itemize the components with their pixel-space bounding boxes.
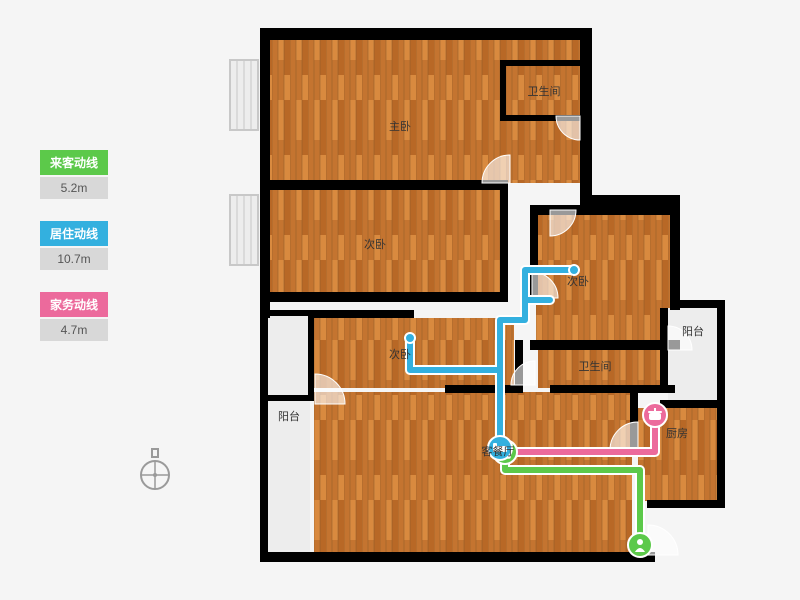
room-balcony_left <box>268 316 310 554</box>
path-node <box>405 333 415 343</box>
room-label-bathroom2: 卫生间 <box>579 359 612 373</box>
wall <box>260 28 590 40</box>
wall <box>260 552 655 562</box>
room-label-bedroom2: 次卧 <box>364 237 386 251</box>
wall <box>268 395 314 401</box>
room-label-bathroom1: 卫生间 <box>528 84 561 98</box>
wall <box>260 310 268 560</box>
wall <box>647 500 725 508</box>
room-label-living_dining: 客餐厅 <box>482 444 515 458</box>
path-node <box>569 265 579 275</box>
wall <box>270 292 508 302</box>
legend: 来客动线 5.2m 居住动线 10.7m 家务动线 4.7m <box>40 150 108 363</box>
wall <box>580 195 680 205</box>
room-balcony_small <box>668 308 718 401</box>
wall <box>270 180 505 190</box>
wall <box>530 340 680 350</box>
wall <box>308 310 314 400</box>
wall <box>314 310 414 318</box>
wall <box>580 28 592 203</box>
legend-value: 5.2m <box>40 177 108 199</box>
wall <box>500 60 580 66</box>
wall <box>268 310 314 316</box>
room-bedroom2 <box>270 190 502 295</box>
wall <box>670 300 725 308</box>
wall <box>445 385 523 393</box>
wall <box>550 385 675 393</box>
compass-icon <box>135 445 175 495</box>
door-arc <box>648 525 678 555</box>
wall <box>660 400 720 408</box>
legend-label: 家务动线 <box>40 292 108 317</box>
wall <box>660 308 668 388</box>
room-label-bedroom4: 次卧 <box>389 347 411 361</box>
person-icon <box>628 533 652 557</box>
room-label-bedroom3: 次卧 <box>567 274 589 288</box>
pot-icon <box>643 403 667 427</box>
wall <box>500 180 508 300</box>
room-label-kitchen: 厨房 <box>666 427 688 440</box>
wall <box>500 60 506 120</box>
legend-item-housework: 家务动线 4.7m <box>40 292 108 341</box>
wall <box>260 28 270 318</box>
room-label-balcony_left: 阳台 <box>278 409 300 423</box>
floorplan: 主卧卫生间次卧次卧次卧卫生间阳台厨房客餐厅阳台 <box>200 20 760 580</box>
legend-value: 10.7m <box>40 248 108 270</box>
legend-item-living: 居住动线 10.7m <box>40 221 108 270</box>
room-label-balcony_small: 阳台 <box>682 324 704 338</box>
legend-label: 来客动线 <box>40 150 108 175</box>
legend-label: 居住动线 <box>40 221 108 246</box>
legend-item-guest: 来客动线 5.2m <box>40 150 108 199</box>
door-arc <box>511 361 535 385</box>
legend-value: 4.7m <box>40 319 108 341</box>
room-label-master_bedroom: 主卧 <box>389 120 411 133</box>
